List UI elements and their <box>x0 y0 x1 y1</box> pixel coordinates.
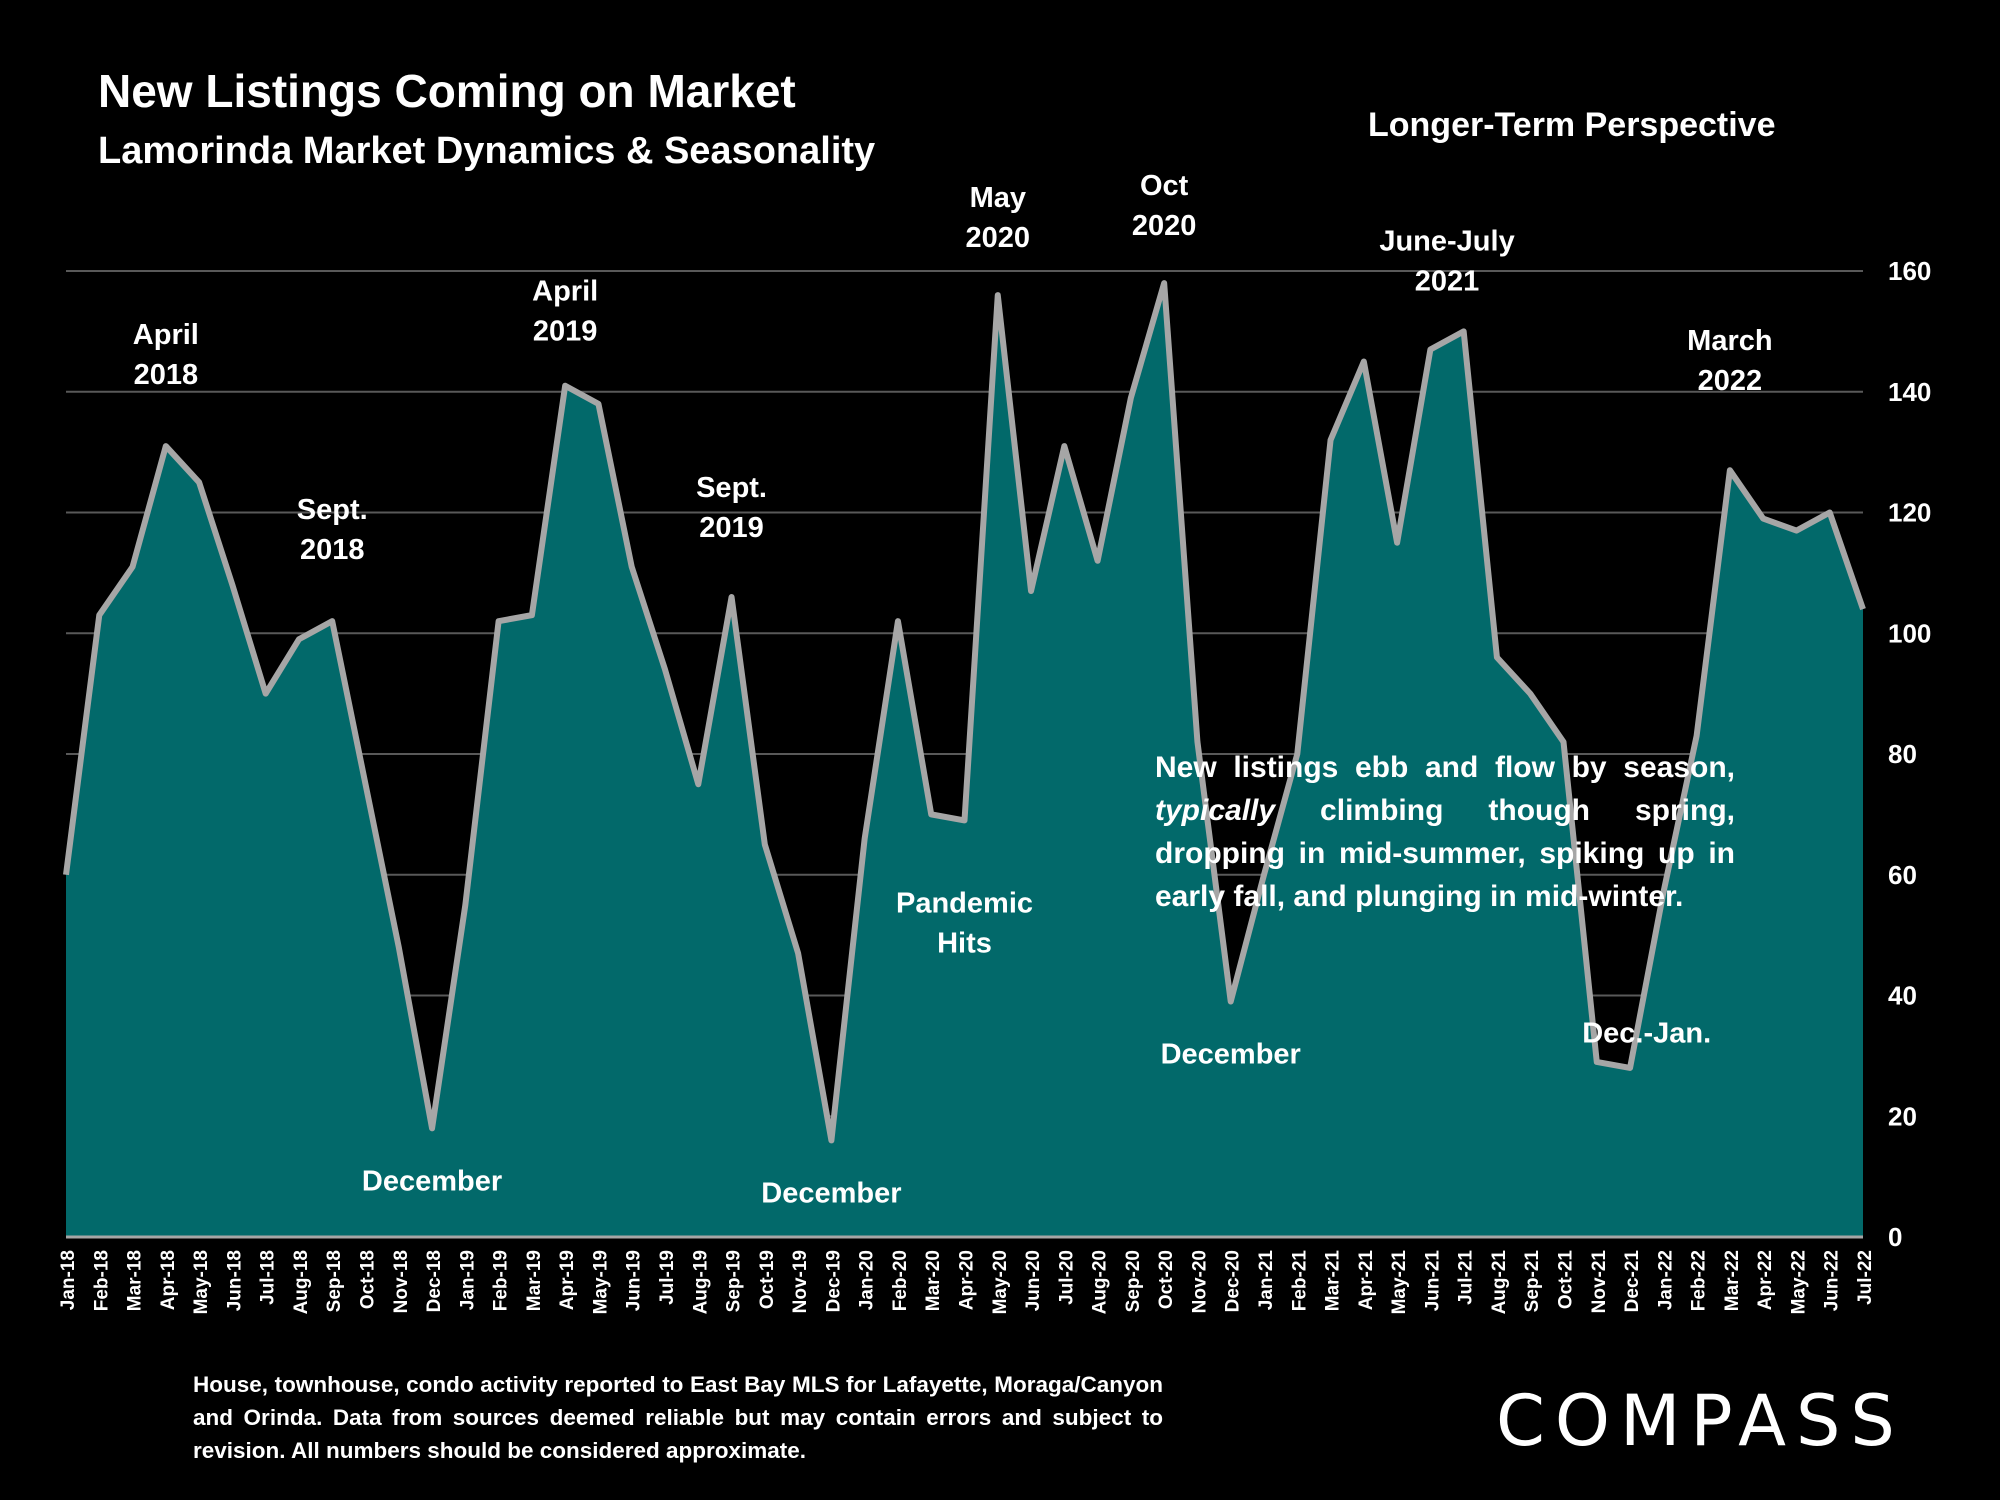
annotation-label: December <box>362 1165 502 1197</box>
annotation-label: 2019 <box>533 316 598 348</box>
annotation-label: 2021 <box>1415 265 1480 297</box>
annotation-label: 2020 <box>1132 210 1197 242</box>
annotation-label: April <box>532 276 598 308</box>
note-text-start: New listings ebb and flow by season, <box>1155 751 1735 784</box>
x-tick-label: Apr-21 <box>1356 1250 1377 1311</box>
y-tick-label: 100 <box>1888 618 1931 648</box>
x-tick-label: Nov-21 <box>1589 1250 1610 1314</box>
x-tick-label: Mar-20 <box>923 1250 944 1311</box>
x-tick-label: May-22 <box>1788 1250 1809 1314</box>
x-tick-label: Jan-19 <box>457 1250 478 1310</box>
x-tick-label: Jan-20 <box>857 1250 878 1310</box>
annotation-label: April <box>133 319 199 351</box>
perspective-label: Longer-Term Perspective <box>1368 106 1776 144</box>
x-tick-label: Oct-21 <box>1556 1250 1577 1310</box>
annotation-label: 2022 <box>1698 365 1763 397</box>
x-tick-label: Dec-18 <box>424 1250 445 1312</box>
x-tick-label: Jul-18 <box>258 1250 279 1305</box>
x-tick-label: Feb-19 <box>491 1250 512 1311</box>
x-tick-label: May-20 <box>990 1250 1011 1314</box>
x-tick-label: Sep-20 <box>1123 1250 1144 1312</box>
x-tick-label: Jun-20 <box>1023 1250 1044 1311</box>
x-tick-label: Oct-19 <box>757 1250 778 1309</box>
x-tick-label: Dec-19 <box>823 1250 844 1312</box>
x-tick-label: Jan-22 <box>1655 1250 1676 1310</box>
annotation-label: June-July <box>1379 225 1514 257</box>
x-tick-label: Jun-19 <box>624 1250 645 1311</box>
y-tick-label: 120 <box>1888 498 1931 528</box>
y-tick-label: 160 <box>1888 256 1931 286</box>
x-tick-label: Apr-20 <box>957 1250 978 1310</box>
x-tick-label: Feb-20 <box>890 1250 911 1311</box>
annotation-label: December <box>761 1177 901 1209</box>
x-tick-label: Oct-20 <box>1156 1250 1177 1309</box>
annotation-label: Hits <box>937 927 992 959</box>
y-tick-label: 140 <box>1888 377 1931 407</box>
x-tick-label: Mar-19 <box>524 1250 545 1311</box>
annotation-label: Oct <box>1140 170 1189 202</box>
seasonality-note: New listings ebb and flow by season, typ… <box>1155 746 1735 918</box>
x-tick-label: Feb-18 <box>91 1250 112 1311</box>
x-tick-label: Dec-21 <box>1622 1250 1643 1313</box>
y-tick-label: 20 <box>1888 1101 1917 1131</box>
annotation-label: Pandemic <box>896 887 1033 919</box>
x-tick-label: Aug-19 <box>690 1250 711 1314</box>
annotation-label: Sept. <box>297 494 368 526</box>
annotation-label: December <box>1161 1039 1301 1071</box>
x-tick-label: Nov-19 <box>790 1250 811 1313</box>
x-tick-label: Nov-18 <box>391 1250 412 1313</box>
x-tick-label: Jul-19 <box>657 1250 678 1305</box>
series-area <box>66 283 1863 1237</box>
annotation-label: May <box>970 182 1026 214</box>
compass-logo: COMPASS <box>1496 1380 1905 1462</box>
x-tick-label: Jun-22 <box>1822 1250 1843 1311</box>
series-line <box>63 280 1866 1144</box>
x-tick-label: Sep-21 <box>1522 1250 1543 1313</box>
x-tick-label: May-19 <box>590 1250 611 1314</box>
x-tick-label: Jun-21 <box>1422 1250 1443 1312</box>
annotation-label: 2020 <box>966 222 1031 254</box>
x-tick-label: Feb-21 <box>1289 1250 1310 1312</box>
annotation-label: 2019 <box>699 512 764 544</box>
x-tick-label: Jan-21 <box>1256 1250 1277 1311</box>
y-tick-label: 80 <box>1888 739 1917 769</box>
annotation-label: Dec.-Jan. <box>1582 1017 1711 1049</box>
x-tick-label: Jun-18 <box>224 1250 245 1311</box>
x-tick-label: Jul-22 <box>1855 1250 1876 1305</box>
x-tick-label: Aug-20 <box>1090 1250 1111 1314</box>
x-tick-label: Aug-21 <box>1489 1250 1510 1315</box>
y-tick-label: 60 <box>1888 860 1917 890</box>
x-tick-label: Nov-20 <box>1189 1250 1210 1313</box>
x-tick-label: Oct-18 <box>358 1250 379 1309</box>
x-tick-label: Mar-18 <box>125 1250 146 1311</box>
x-tick-label: Apr-22 <box>1755 1250 1776 1310</box>
note-text-end: climbing though spring, dropping in mid-… <box>1155 794 1735 913</box>
x-tick-label: Aug-18 <box>291 1250 312 1314</box>
x-tick-label: Dec-20 <box>1223 1250 1244 1312</box>
annotation-label: March <box>1687 325 1772 357</box>
annotation-label: Sept. <box>696 472 767 504</box>
x-tick-label: Jan-18 <box>58 1250 79 1310</box>
source-footnote: House, townhouse, condo activity reporte… <box>193 1372 1163 1463</box>
chart-title: New Listings Coming on Market <box>98 65 796 117</box>
annotation-label: 2018 <box>134 359 199 391</box>
y-tick-label: 0 <box>1888 1222 1902 1252</box>
x-tick-label: Jul-20 <box>1056 1250 1077 1305</box>
x-tick-label: May-18 <box>191 1250 212 1314</box>
x-tick-label: Sep-19 <box>724 1250 745 1312</box>
x-tick-label: Apr-19 <box>557 1250 578 1310</box>
x-tick-label: May-21 <box>1389 1250 1410 1315</box>
note-emphasis: typically <box>1155 794 1276 827</box>
annotation-label: 2018 <box>300 534 365 566</box>
x-tick-label: Mar-22 <box>1722 1250 1743 1311</box>
x-tick-label: Jul-21 <box>1456 1250 1477 1305</box>
x-tick-label: Apr-18 <box>158 1250 179 1310</box>
y-tick-label: 40 <box>1888 981 1917 1011</box>
x-tick-label: Mar-21 <box>1323 1250 1344 1312</box>
x-tick-label: Feb-22 <box>1689 1250 1710 1311</box>
x-tick-label: Sep-18 <box>324 1250 345 1312</box>
chart-subtitle: Lamorinda Market Dynamics & Seasonality <box>98 130 876 172</box>
